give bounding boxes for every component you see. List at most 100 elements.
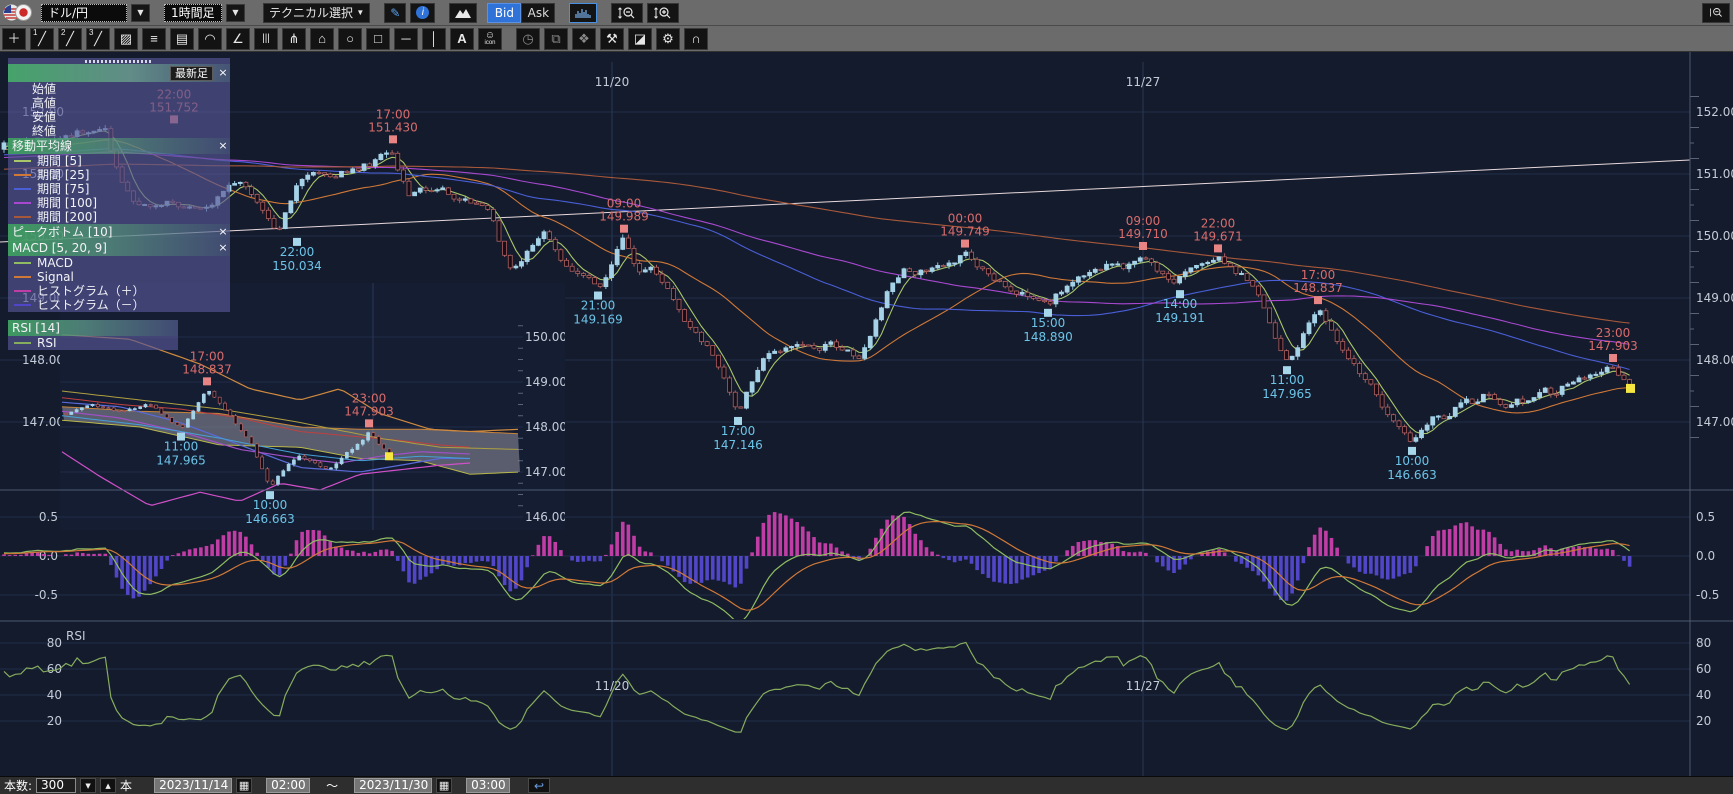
svg-text:150.00: 150.00 bbox=[1696, 229, 1733, 243]
from-calendar-icon[interactable]: ▦ bbox=[236, 778, 253, 793]
vertical-zoom-out-button[interactable] bbox=[611, 2, 644, 23]
svg-text:0.5: 0.5 bbox=[1696, 510, 1715, 524]
parallel-lines-tool[interactable]: ≡ bbox=[142, 27, 166, 50]
vertical-zoom-in-button[interactable] bbox=[647, 2, 680, 23]
wrench-tool[interactable]: ⚒ bbox=[600, 27, 624, 50]
close-icon[interactable]: × bbox=[218, 66, 228, 79]
multi-hline-tool[interactable]: ▤ bbox=[170, 27, 194, 50]
legend-ma5-row[interactable]: 期間 [5] bbox=[8, 154, 230, 168]
vertical-line-tool[interactable]: │ bbox=[422, 27, 446, 50]
close-icon[interactable]: × bbox=[218, 225, 228, 238]
legend-rsi-header: RSI [14] bbox=[8, 320, 178, 336]
svg-text:150.034: 150.034 bbox=[272, 259, 322, 273]
svg-text:147.00: 147.00 bbox=[1696, 415, 1733, 429]
indicator-legend-panel[interactable]: 最新足 × 始値 高値 安値 終値 移動平均線 × 期間 [5] 期間 [25]… bbox=[8, 58, 230, 312]
legend-ma200-row[interactable]: 期間 [200] bbox=[8, 210, 230, 224]
pitchfork-tool[interactable]: ⋔ bbox=[282, 27, 306, 50]
svg-text:40: 40 bbox=[47, 688, 62, 702]
to-time-input[interactable]: 03:00 bbox=[466, 778, 511, 793]
close-icon[interactable]: × bbox=[218, 241, 228, 254]
fan-lines-tool[interactable]: ∠ bbox=[226, 27, 250, 50]
legend-rsi-row[interactable]: RSI bbox=[8, 336, 178, 350]
from-time-input[interactable]: 02:00 bbox=[266, 778, 311, 793]
legend-ma100-row[interactable]: 期間 [100] bbox=[8, 196, 230, 210]
count-decrease-button[interactable]: ▼ bbox=[80, 778, 97, 793]
legend-signal-row[interactable]: Signal bbox=[8, 270, 230, 284]
ask-toggle[interactable]: Ask bbox=[521, 2, 556, 23]
crosshair-tool[interactable]: ＋ bbox=[2, 27, 26, 50]
svg-text:10:00: 10:00 bbox=[1395, 454, 1430, 468]
svg-text:14:00: 14:00 bbox=[1163, 297, 1198, 311]
chart-style-button[interactable] bbox=[449, 2, 478, 23]
pan-tool[interactable]: ❖ bbox=[572, 27, 596, 50]
legend-close-row[interactable]: 終値 bbox=[32, 124, 57, 138]
svg-text:11/20: 11/20 bbox=[595, 679, 630, 693]
ellipse-tool[interactable]: ○ bbox=[338, 27, 362, 50]
eraser-tool[interactable]: ◪ bbox=[628, 27, 652, 50]
volume-display-button[interactable] bbox=[569, 2, 598, 23]
to-date-input[interactable]: 2023/11/30 bbox=[354, 778, 433, 793]
zoom-out-icon bbox=[618, 6, 635, 19]
history-tool[interactable]: ◷ bbox=[516, 27, 540, 50]
corner-zoom-out-button[interactable] bbox=[1702, 2, 1730, 23]
legend-low-row[interactable]: 安値 bbox=[32, 110, 57, 124]
legend-macd-row[interactable]: MACD bbox=[8, 256, 230, 270]
legend-ma25-row[interactable]: 期間 [25] bbox=[8, 168, 230, 182]
svg-text:11:00: 11:00 bbox=[164, 440, 199, 454]
svg-text:148.00: 148.00 bbox=[1696, 353, 1733, 367]
jp-flag-icon bbox=[15, 4, 32, 21]
latest-bar-button[interactable]: 最新足 bbox=[170, 65, 213, 81]
trendline3-tool[interactable]: 3 ╱ bbox=[86, 27, 110, 50]
drag-handle[interactable] bbox=[85, 59, 153, 64]
us-flag-icon bbox=[3, 4, 20, 21]
svg-text:11/27: 11/27 bbox=[1126, 679, 1161, 693]
reset-range-button[interactable]: ↩ bbox=[528, 778, 551, 793]
chevron-down-icon: ▼ bbox=[356, 8, 365, 17]
svg-text:148.00: 148.00 bbox=[22, 353, 64, 367]
legend-hist-minus-row[interactable]: ヒストグラム（－） bbox=[8, 298, 230, 312]
ruler-tool[interactable]: ▨ bbox=[114, 27, 138, 50]
svg-text:148.837: 148.837 bbox=[1293, 281, 1343, 295]
icon-stamp-tool[interactable]: ☺ icon bbox=[478, 27, 502, 50]
legend-hist-plus-row[interactable]: ヒストグラム（＋） bbox=[8, 284, 230, 298]
legend-high-row[interactable]: 高値 bbox=[32, 96, 57, 110]
pentagon-tool[interactable]: ⌂ bbox=[310, 27, 334, 50]
trendline1-tool[interactable]: 1 ╱ bbox=[30, 27, 54, 50]
close-icon[interactable]: × bbox=[218, 139, 228, 152]
text-tool[interactable]: A bbox=[450, 27, 474, 50]
timeframe-dropdown-icon[interactable]: ▼ bbox=[226, 3, 245, 22]
svg-text:RSI: RSI bbox=[66, 629, 86, 643]
svg-text:151.430: 151.430 bbox=[368, 120, 418, 134]
svg-text:148.00: 148.00 bbox=[525, 420, 567, 434]
bid-toggle[interactable]: Bid bbox=[487, 2, 522, 23]
to-calendar-icon[interactable]: ▦ bbox=[436, 778, 453, 793]
trendline2-tool[interactable]: 2 ╱ bbox=[58, 27, 82, 50]
timeframe-select[interactable]: 1時間足 bbox=[164, 3, 222, 22]
legend-open-row[interactable]: 始値 bbox=[32, 82, 57, 96]
fibonacci-arc-tool[interactable]: ◠ bbox=[198, 27, 222, 50]
svg-text:147.146: 147.146 bbox=[713, 438, 763, 452]
copy-tool[interactable]: ⧉ bbox=[544, 27, 568, 50]
count-increase-button[interactable]: ▲ bbox=[100, 778, 117, 793]
svg-text:17:00: 17:00 bbox=[1301, 268, 1336, 282]
magnet-tool[interactable]: ∩ bbox=[684, 27, 708, 50]
draw-pencil-button[interactable]: ✎ bbox=[384, 2, 407, 23]
horizontal-line-tool[interactable]: ─ bbox=[394, 27, 418, 50]
currency-flags-icon bbox=[3, 4, 37, 22]
from-date-input[interactable]: 2023/11/14 bbox=[154, 778, 233, 793]
bar-count-input[interactable]: 300 bbox=[36, 778, 77, 793]
svg-text:146.663: 146.663 bbox=[245, 512, 295, 526]
rectangle-tool[interactable]: □ bbox=[366, 27, 390, 50]
technical-select-button[interactable]: テクニカル選択 ▼ bbox=[263, 2, 371, 23]
info-button[interactable]: i bbox=[410, 2, 436, 23]
settings-tool[interactable]: ⚙ bbox=[656, 27, 680, 50]
currency-pair-dropdown-icon[interactable]: ▼ bbox=[131, 3, 150, 22]
rsi-legend-panel[interactable]: RSI [14] RSI bbox=[8, 320, 178, 350]
svg-text:15:00: 15:00 bbox=[1031, 316, 1066, 330]
currency-pair-select[interactable]: ドル/円 bbox=[41, 3, 127, 22]
svg-text:149.00: 149.00 bbox=[1696, 291, 1733, 305]
svg-text:150.00: 150.00 bbox=[525, 330, 567, 344]
vertical-lines-tool[interactable]: ||| bbox=[254, 27, 278, 50]
chart-canvas[interactable]: 152.00152.00151.00151.00150.00150.00149.… bbox=[0, 52, 1733, 776]
legend-ma75-row[interactable]: 期間 [75] bbox=[8, 182, 230, 196]
